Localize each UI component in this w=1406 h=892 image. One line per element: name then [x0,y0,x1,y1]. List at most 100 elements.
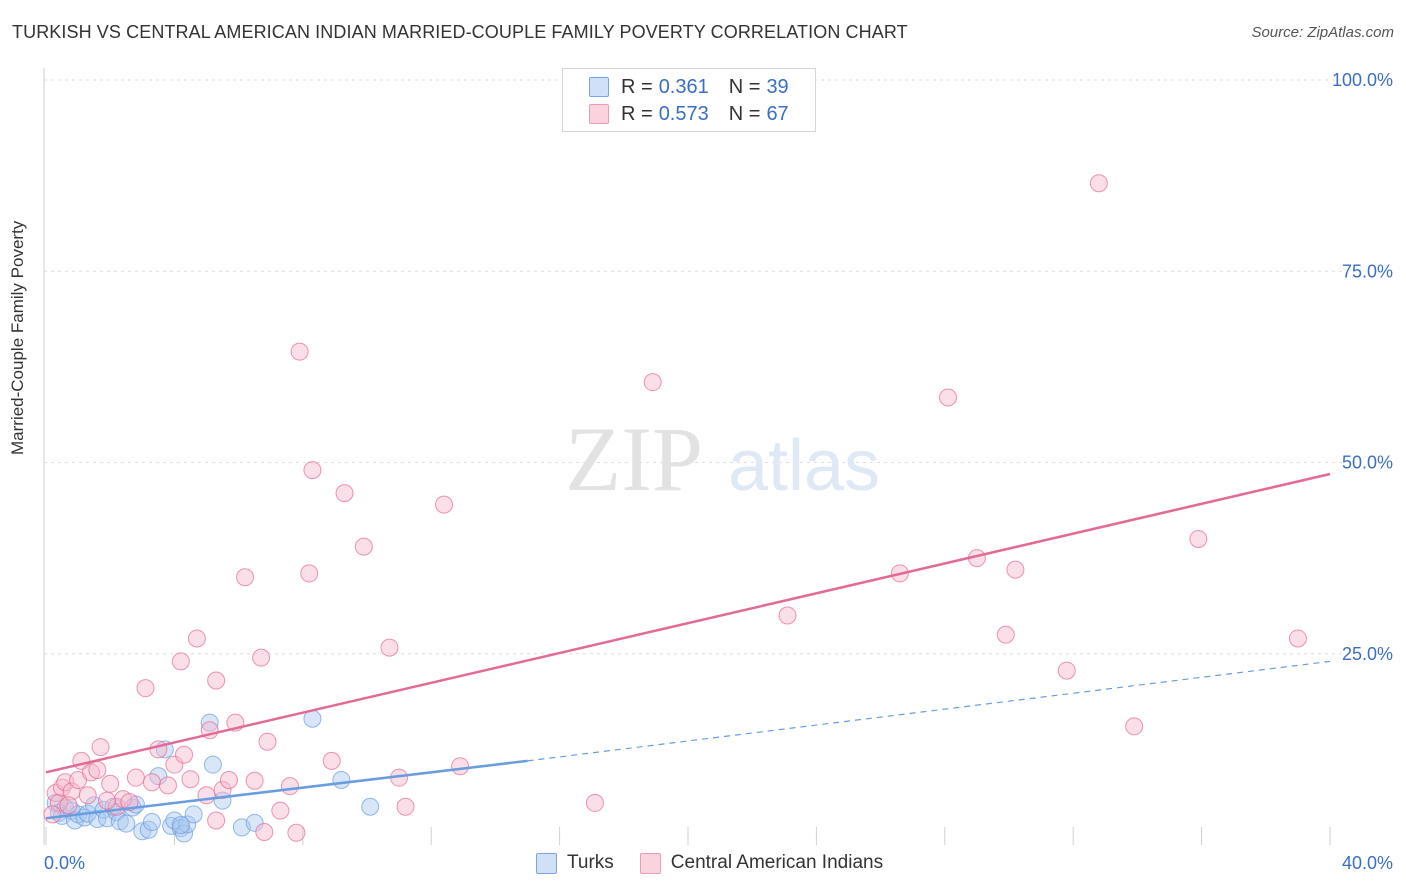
turks-point [203,755,222,774]
central-american-indians-point [187,629,206,648]
series-legend-central-american-indians: Central American Indians [639,852,884,874]
turks-point [133,822,152,841]
central-american-indians-point [290,342,309,361]
axes [43,68,1331,845]
grid [44,79,1342,655]
turks-point [361,797,380,816]
trend-lines [45,472,1331,820]
central-american-indians-point [175,745,194,764]
legend-r-label: R = [621,75,653,98]
central-american-indians-point [181,770,200,789]
central-american-indians-point [300,564,319,583]
central-american-indians-point [252,648,271,667]
central-american-indians-point [778,606,797,625]
central-american-indians-point [165,755,184,774]
central-american-indians-point [1189,530,1208,548]
central-american-indians-point [97,791,116,810]
correlation-legend: R = 0.361 N = 39 R = 0.573 N = 67 [562,68,816,132]
x-tick-label: 0.0% [44,853,85,873]
central-american-indians-point [451,757,470,776]
central-american-indians-point [236,568,255,587]
legend-n-label: N = [728,75,761,98]
central-american-indians-point [396,797,415,816]
legend-n-value: 39 [766,75,789,98]
central-american-indians-point [322,751,341,770]
turks-point [200,713,219,732]
legend-row-turks: R = 0.361 N = 39 [589,75,789,99]
data-points [43,174,1307,843]
central-american-indians-point [939,388,958,407]
central-american-indians-point [197,786,216,805]
legend-r-value: 0.361 [658,75,709,98]
central-american-indians-point [280,777,299,796]
source-label: Source: ZipAtlas.com [1251,24,1394,41]
central-american-indians-point [1288,629,1307,648]
legend-r-label: R = [621,102,653,125]
central-american-indians-point [1057,661,1076,680]
y-tick-label: 25.0% [1342,644,1393,664]
x-tick-label: 40.0% [1342,853,1393,873]
turks-trend-line [45,759,528,820]
watermark-zip: ZIP [565,408,703,510]
central-american-indians-point [303,461,322,480]
central-american-indians-point [171,652,190,671]
central-american-indians-point [996,625,1015,644]
central-american-indians-point [643,373,662,392]
tick-labels: 100.0% 75.0% 50.0% 25.0% 0.0% 40.0% [44,70,1393,873]
central-american-indians-point [43,805,62,824]
series-label-turks: Turks [567,852,614,873]
central-american-indians-point [1006,560,1025,579]
watermark: ZIP atlas [565,408,880,510]
chart-title: TURKISH VS CENTRAL AMERICAN INDIAN MARRI… [12,22,908,42]
series-swatch-central-american-indians [639,852,661,874]
legend-swatch-turks [589,77,609,97]
y-axis-label: Married-Couple Family Poverty [8,220,27,455]
central-american-indians-point [255,822,274,841]
central-american-indians-point [158,776,177,795]
central-american-indians-point [91,738,110,757]
central-american-indians-point [435,495,454,514]
series-swatch-turks [536,852,557,874]
central-american-indians-point [271,801,290,820]
watermark-atlas: atlas [728,426,880,506]
legend-n-label: N = [728,102,761,125]
turks-point [117,814,136,833]
y-tick-label: 100.0% [1332,70,1393,90]
central-american-indians-point [258,732,277,751]
y-tick-label: 50.0% [1342,453,1393,473]
central-american-indians-point [380,638,399,657]
central-american-indians-point [101,774,120,793]
turks-point [142,813,161,832]
series-legend-turks: Turks [536,852,614,874]
central-american-indians-point [354,537,373,556]
central-american-indians-point [88,761,107,780]
legend-n-value: 67 [766,102,789,125]
central-american-indians-point [585,793,604,812]
legend-r-value: 0.573 [658,102,709,125]
central-american-indians-point [59,796,78,815]
central-american-indians-point [142,773,161,792]
central-american-indians-point [287,823,306,842]
central-american-indians-point [1125,717,1144,736]
turks-point [178,815,197,834]
turks-trend-extension [527,660,1331,762]
central-american-indians-point [245,771,264,790]
central-american-indians-point [149,740,168,759]
legend-swatch-central-american-indians [589,104,609,124]
central-american-indians-point [136,679,155,698]
turks-point [332,770,351,789]
central-american-indians-point [53,778,72,797]
y-tick-label: 75.0% [1342,261,1393,281]
turks-point [245,813,264,832]
central-american-indians-point [335,484,354,503]
central-american-indians-point [126,768,145,787]
central-american-indians-point [1089,174,1108,193]
central-american-indians-point [219,770,238,789]
series-label-central-american-indians: Central American Indians [670,852,884,873]
central-american-indians-point [207,811,226,830]
turks-point [88,809,107,828]
central-american-indians-point [120,793,139,812]
central-american-indians-point [207,671,226,690]
series-legend: Turks Central American Indians [536,852,909,874]
